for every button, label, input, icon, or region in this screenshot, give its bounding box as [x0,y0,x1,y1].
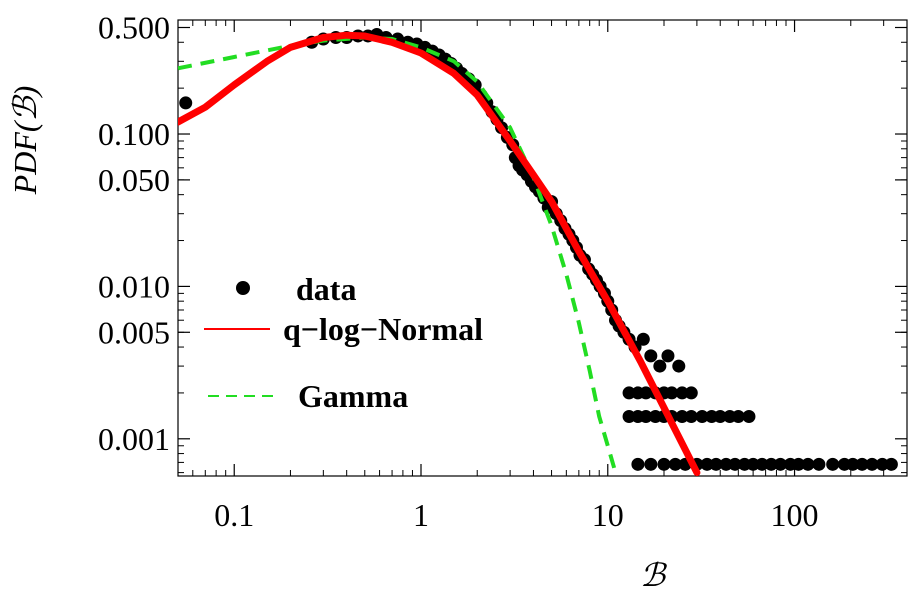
x-axis-label: ℬ [640,557,668,593]
x-tick-label: 0.1 [214,497,254,533]
data-point [812,457,826,471]
plot-frame [177,19,908,477]
data-point [713,410,727,424]
data-point [639,410,653,424]
data-point [865,457,879,471]
y-tick-label: 0.500 [98,10,170,46]
data-point [773,457,787,471]
data-point [742,410,756,424]
data-point [731,410,745,424]
data-point [709,457,723,471]
data-point [792,457,806,471]
data-point [644,349,658,363]
data-point [672,359,686,373]
legend: data q−log−Normal Gamma [204,271,483,414]
data-point [884,457,898,471]
data-point [728,457,742,471]
data-point [875,457,889,471]
data-point [700,457,714,471]
data-point [639,386,653,400]
y-tick-label: 0.005 [98,314,170,350]
data-point [684,410,698,424]
legend-label-data: data [296,271,356,307]
data-point [653,359,667,373]
data-point [826,457,840,471]
data-point [661,349,675,363]
x-tick-label: 1 [413,497,429,533]
data-point [631,457,645,471]
data-point [657,457,671,471]
y-tick-label: 0.001 [98,421,170,457]
data-point [636,332,650,346]
data-point [695,410,709,424]
y-tick-label: 0.010 [98,268,170,304]
data-point [746,457,760,471]
y-tick-label: 0.050 [98,162,170,198]
data-points [179,27,898,471]
data-point [675,386,689,400]
y-axis-label: PDF(ℬ) [7,86,43,196]
data-point [755,457,769,471]
y-tick-labels: 0.001 0.005 0.010 0.050 0.100 0.500 [98,10,170,457]
data-point [764,457,778,471]
axis-ticks [177,20,908,476]
x-tick-label: 10 [592,497,624,533]
fit-lines [178,31,701,476]
data-point [644,457,658,471]
data-point [665,386,679,400]
legend-label-qlognormal: q−log−Normal [283,311,483,347]
data-point [719,457,733,471]
legend-data-marker [236,281,250,295]
data-point [801,457,815,471]
data-point [179,96,193,110]
legend-label-gamma: Gamma [298,378,408,414]
x-tick-label: 100 [771,497,819,533]
data-point [684,386,698,400]
y-tick-label: 0.100 [98,116,170,152]
data-point [855,457,869,471]
data-point [668,457,682,471]
qlognormal-curve [178,31,701,476]
data-point [846,457,860,471]
data-point [675,410,689,424]
x-tick-labels: 0.1 1 10 100 [214,497,818,533]
